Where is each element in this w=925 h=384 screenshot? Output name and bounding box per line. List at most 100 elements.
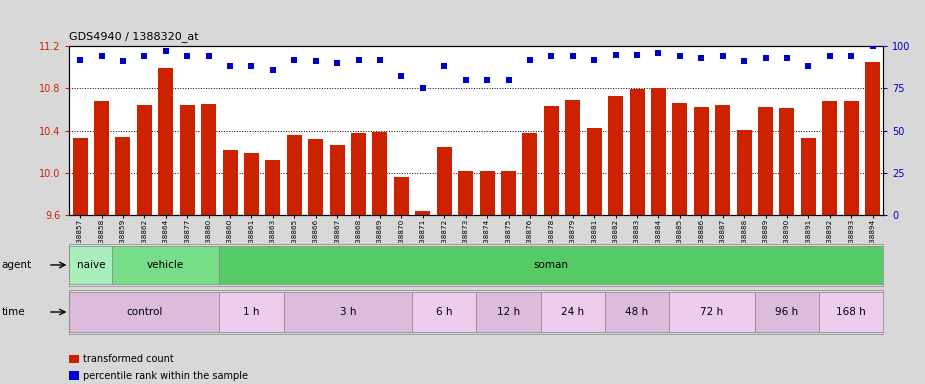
Bar bbox=[329, 145, 345, 215]
Bar bbox=[715, 105, 730, 215]
Bar bbox=[352, 132, 366, 215]
Text: 12 h: 12 h bbox=[497, 307, 520, 317]
Bar bbox=[822, 101, 837, 215]
Bar bbox=[669, 292, 755, 332]
Point bbox=[694, 55, 709, 61]
Bar bbox=[820, 292, 883, 332]
Point bbox=[244, 63, 259, 70]
Bar bbox=[605, 292, 669, 332]
Bar bbox=[755, 292, 820, 332]
Point bbox=[137, 53, 152, 59]
Point bbox=[822, 53, 837, 59]
Point bbox=[94, 53, 109, 59]
Bar bbox=[476, 292, 540, 332]
Text: 3 h: 3 h bbox=[339, 307, 356, 317]
Bar bbox=[844, 101, 858, 215]
Point bbox=[73, 56, 88, 63]
Text: 96 h: 96 h bbox=[775, 307, 798, 317]
Point bbox=[801, 63, 816, 70]
Point bbox=[352, 56, 366, 63]
Bar bbox=[223, 149, 238, 215]
Point bbox=[844, 53, 858, 59]
Point bbox=[523, 56, 537, 63]
Text: 24 h: 24 h bbox=[561, 307, 585, 317]
Bar bbox=[651, 88, 666, 215]
Point bbox=[458, 77, 473, 83]
Bar bbox=[758, 107, 773, 215]
Bar bbox=[219, 292, 284, 332]
Point bbox=[630, 51, 645, 58]
Point bbox=[373, 56, 388, 63]
Bar bbox=[780, 108, 795, 215]
Bar bbox=[413, 292, 476, 332]
Point bbox=[609, 51, 623, 58]
Point bbox=[223, 63, 238, 70]
Bar bbox=[694, 107, 709, 215]
Point bbox=[736, 58, 751, 65]
Text: 168 h: 168 h bbox=[836, 307, 866, 317]
Point bbox=[265, 67, 280, 73]
Point bbox=[501, 77, 516, 83]
Bar bbox=[69, 292, 219, 332]
Bar bbox=[112, 246, 219, 284]
Bar bbox=[501, 170, 516, 215]
Bar bbox=[394, 177, 409, 215]
Point bbox=[158, 48, 173, 54]
Point bbox=[415, 85, 430, 91]
Bar bbox=[865, 62, 881, 215]
Bar bbox=[72, 138, 88, 215]
Text: percentile rank within the sample: percentile rank within the sample bbox=[83, 371, 248, 381]
Point bbox=[329, 60, 344, 66]
Point bbox=[480, 77, 495, 83]
Bar bbox=[544, 106, 559, 215]
Bar bbox=[287, 135, 302, 215]
Point bbox=[586, 56, 601, 63]
Point bbox=[437, 63, 451, 70]
Point bbox=[672, 53, 687, 59]
Point bbox=[651, 50, 666, 56]
Point bbox=[865, 43, 880, 49]
Text: control: control bbox=[126, 307, 163, 317]
Text: transformed count: transformed count bbox=[83, 354, 174, 364]
Bar bbox=[565, 100, 580, 215]
Text: 48 h: 48 h bbox=[625, 307, 648, 317]
Text: agent: agent bbox=[2, 260, 32, 270]
Bar bbox=[244, 153, 259, 215]
Point bbox=[544, 53, 559, 59]
Bar bbox=[219, 246, 883, 284]
Text: soman: soman bbox=[534, 260, 569, 270]
Point bbox=[179, 53, 194, 59]
Bar bbox=[308, 139, 323, 215]
Point bbox=[202, 53, 216, 59]
Bar bbox=[179, 105, 194, 215]
Bar bbox=[458, 170, 474, 215]
Text: GDS4940 / 1388320_at: GDS4940 / 1388320_at bbox=[69, 31, 199, 42]
Point bbox=[715, 53, 730, 59]
Bar bbox=[201, 104, 216, 215]
Bar bbox=[137, 105, 152, 215]
Point bbox=[116, 58, 130, 65]
Text: 1 h: 1 h bbox=[243, 307, 260, 317]
Bar bbox=[69, 246, 112, 284]
Bar bbox=[736, 129, 752, 215]
Bar bbox=[158, 68, 173, 215]
Bar bbox=[672, 103, 687, 215]
Text: naive: naive bbox=[77, 260, 105, 270]
Point bbox=[565, 53, 580, 59]
Bar bbox=[94, 101, 109, 215]
Text: 6 h: 6 h bbox=[436, 307, 452, 317]
Text: 72 h: 72 h bbox=[700, 307, 723, 317]
Bar bbox=[415, 211, 430, 215]
Bar bbox=[523, 132, 537, 215]
Bar bbox=[284, 292, 413, 332]
Bar bbox=[608, 96, 623, 215]
Point bbox=[758, 55, 773, 61]
Bar bbox=[265, 160, 280, 215]
Bar bbox=[116, 137, 130, 215]
Bar bbox=[479, 170, 495, 215]
Bar bbox=[801, 138, 816, 215]
Bar bbox=[630, 89, 645, 215]
Bar bbox=[540, 292, 605, 332]
Text: time: time bbox=[2, 307, 26, 317]
Bar bbox=[437, 147, 451, 215]
